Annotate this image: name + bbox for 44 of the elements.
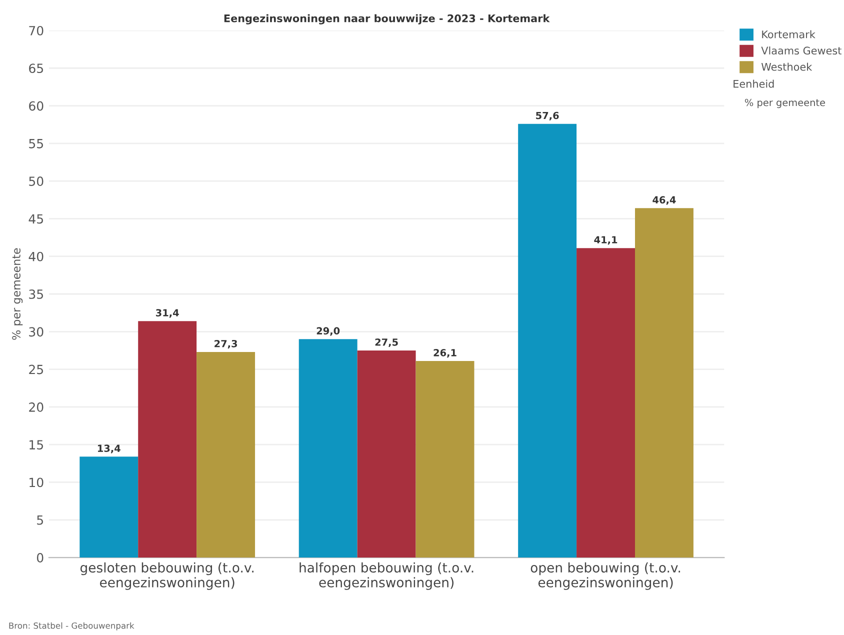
y-tick-label: 25	[29, 364, 43, 374]
y-tick-label: 20	[29, 402, 44, 412]
data-label: 57,6	[536, 112, 559, 120]
x-tick-label: gesloten bebouwing (t.o.v. eengezinswoningen)	[80, 562, 254, 590]
y-tick-label: 40	[28, 252, 44, 262]
bar	[416, 361, 474, 558]
y-tick-label: 5	[37, 516, 43, 525]
data-label: 31,4	[156, 309, 179, 318]
bar	[576, 248, 635, 558]
bar	[138, 321, 197, 558]
text: % per gemeente	[744, 98, 825, 108]
y-tick-label: 15	[30, 440, 43, 450]
data-label: 41,1	[594, 236, 618, 245]
y-tick-label: 65	[29, 64, 43, 74]
y-tick-label: 70	[29, 26, 44, 36]
y-tick-label: 60	[29, 101, 44, 111]
bar	[80, 456, 138, 558]
bar	[518, 124, 577, 558]
bar	[635, 208, 694, 558]
y-tick-label: 0	[36, 553, 44, 562]
data-label: 27,3	[214, 340, 238, 349]
data-label: 29,0	[316, 327, 340, 336]
y-tick-label: 45	[28, 214, 43, 224]
bar	[298, 339, 358, 558]
data-label: 13,4	[98, 444, 120, 454]
bar	[357, 350, 416, 558]
y-tick-label: 50	[29, 176, 44, 186]
x-tick-label: open bebouwing (t.o.v. eengezinswoningen)	[530, 562, 680, 590]
data-label: 27,5	[375, 338, 398, 348]
legend-label: Vlaams Gewest	[761, 46, 842, 55]
y-tick-label: 35	[29, 289, 43, 299]
text: Bron: Statbel - Gebouwenpark	[9, 622, 134, 630]
data-label: 46,4	[652, 196, 676, 205]
y-axis-title: % per gemeente	[12, 248, 23, 340]
text: Eenheid	[734, 80, 774, 88]
chart-title: Eengezinswoningen naar bouwwijze - 2023 - Kortemark	[224, 14, 550, 24]
y-tick-label: 10	[30, 478, 44, 488]
y-tick-label: 30	[29, 327, 44, 337]
data-label: 26,1	[434, 349, 456, 358]
legend-label: Kortemark	[762, 30, 816, 38]
y-tick-label: 55	[29, 139, 43, 148]
bar	[196, 352, 256, 558]
x-tick-label: halfopen bebouwing (t.o.v. eengezinswoningen)	[300, 562, 474, 590]
legend-label: Westhoek	[761, 62, 812, 71]
